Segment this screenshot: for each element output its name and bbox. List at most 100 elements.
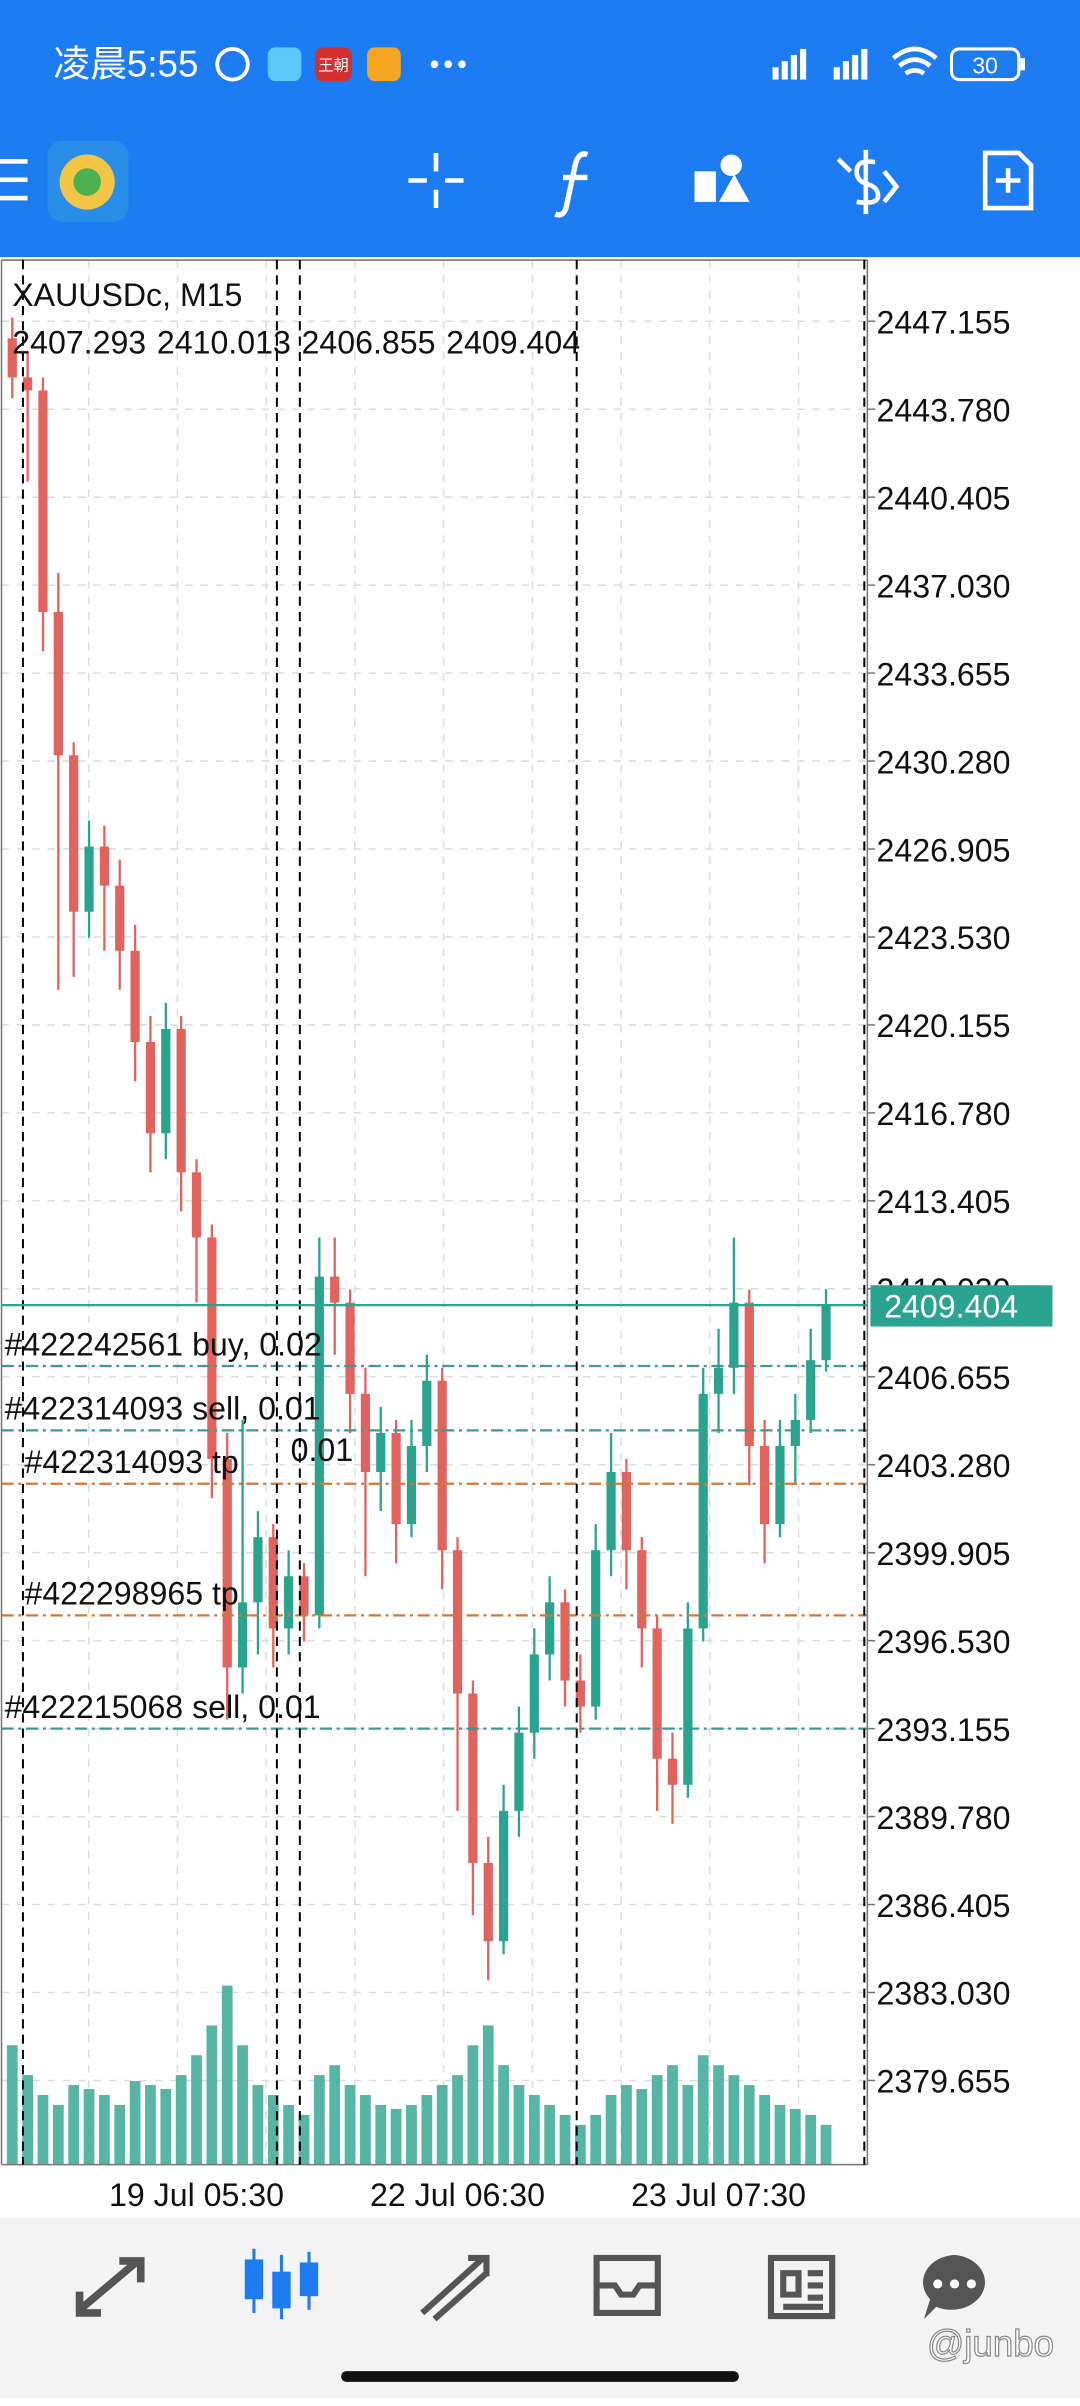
volume-bar	[452, 2075, 463, 2165]
volume-bar	[6, 2045, 18, 2165]
news-tab[interactable]	[767, 2254, 836, 2320]
x-tick-label: 22 Jul 06:30	[370, 2177, 545, 2213]
app-logo-mark	[73, 168, 101, 196]
candle-body	[99, 846, 109, 886]
candle-body	[790, 1419, 800, 1446]
candle-body	[391, 1432, 401, 1525]
candle-body	[760, 1445, 770, 1525]
candle-body	[69, 755, 79, 912]
bottom-nav	[0, 2218, 1080, 2399]
candle-body	[330, 1276, 340, 1303]
y-tick-label: 2447.155	[877, 304, 1011, 340]
volume-bar	[713, 2065, 724, 2165]
indicators-button[interactable]	[554, 151, 589, 218]
volume-bar	[697, 2055, 709, 2165]
volume-bar	[360, 2094, 371, 2165]
volume-bar	[206, 2025, 218, 2165]
wifi-icon	[891, 46, 938, 76]
candle-body	[468, 1693, 478, 1863]
candle-body	[253, 1537, 263, 1603]
candle-body	[713, 1367, 724, 1394]
volume-bar	[237, 2045, 248, 2165]
candle-body	[698, 1393, 708, 1629]
y-tick-label: 2393.155	[877, 1712, 1011, 1748]
volume-bar	[728, 2075, 740, 2165]
candle-body	[7, 338, 17, 378]
volume-bar	[129, 2081, 141, 2165]
trade-tab[interactable]	[420, 2254, 490, 2322]
y-tick-label: 2379.655	[877, 2064, 1011, 2100]
new-order-button[interactable]	[982, 150, 1034, 211]
volume-bar	[298, 2114, 310, 2165]
candle-body	[514, 1732, 524, 1811]
volume-bar	[436, 2085, 448, 2165]
volume-bar	[667, 2065, 678, 2165]
volume-bar	[759, 2094, 770, 2165]
order-lots: 0.01	[291, 1432, 354, 1468]
objects-button[interactable]	[694, 154, 750, 202]
volume-bar	[789, 2108, 801, 2165]
y-tick-label: 2426.905	[877, 832, 1011, 868]
history-tab[interactable]	[593, 2254, 661, 2317]
volume-bar	[528, 2094, 540, 2165]
messages-tab[interactable]	[923, 2254, 985, 2320]
volume-bar	[636, 2089, 648, 2165]
battery-icon	[949, 47, 1021, 82]
order-label: #422242561 buy, 0.02	[5, 1326, 322, 1362]
period-separators	[21, 260, 866, 2165]
candle-body	[821, 1305, 831, 1361]
chart-tab[interactable]	[244, 2248, 319, 2320]
y-tick-label: 2430.280	[877, 744, 1011, 780]
candle-body	[498, 1810, 509, 1942]
candle-body	[422, 1380, 432, 1446]
volume-bar	[114, 2104, 126, 2165]
battery-tip	[1020, 58, 1025, 71]
y-tick-label: 2399.905	[877, 1536, 1011, 1572]
volume-bar	[774, 2104, 786, 2165]
candle-body	[452, 1550, 463, 1694]
menu-button[interactable]	[0, 159, 28, 201]
crosshair-button[interactable]	[408, 152, 464, 209]
ohlc-high: 2410.013	[157, 324, 291, 360]
candle-body	[299, 1576, 309, 1616]
candle-body	[115, 885, 125, 951]
volume-bar	[283, 2104, 295, 2165]
volume-bar	[682, 2085, 694, 2165]
candle-body	[637, 1550, 647, 1629]
ohlc-close: 2409.404	[446, 324, 580, 360]
quotes-tab[interactable]	[75, 2257, 145, 2317]
candle-body	[176, 1028, 186, 1173]
battery-level: 30	[972, 52, 998, 78]
y-tick-label: 2420.155	[877, 1008, 1011, 1044]
volume-bar	[313, 2075, 325, 2165]
y-tick-label: 2383.030	[877, 1976, 1011, 2012]
candle-body	[560, 1602, 570, 1681]
volume-bar	[99, 2094, 110, 2165]
candle-body	[806, 1360, 816, 1420]
volume-bar	[52, 2104, 64, 2165]
candle-body	[775, 1445, 785, 1525]
y-tick-label: 2396.530	[877, 1624, 1011, 1660]
y-tick-label: 2443.780	[877, 392, 1011, 428]
volume-bar	[68, 2085, 80, 2165]
order-label: #422215068 sell, 0.01	[5, 1689, 321, 1725]
y-tick-label: 2403.280	[877, 1448, 1011, 1484]
app-icon	[267, 47, 302, 82]
y-tick-label: 2389.780	[877, 1800, 1011, 1836]
volume-bar	[421, 2094, 433, 2165]
candle-body	[84, 846, 94, 912]
alarm-icon	[215, 47, 250, 82]
candle-body	[23, 377, 33, 391]
volume-bar	[344, 2085, 356, 2165]
candle-body	[529, 1654, 539, 1733]
price-badge	[870, 1285, 1053, 1327]
candle-body	[376, 1432, 386, 1473]
candle-body	[38, 390, 48, 612]
candle-body	[744, 1302, 754, 1446]
y-tick-label: 2423.530	[877, 920, 1011, 956]
trade-button[interactable]	[836, 149, 900, 215]
status-time: 凌晨5:55	[54, 43, 199, 84]
top-bar	[0, 0, 1080, 257]
